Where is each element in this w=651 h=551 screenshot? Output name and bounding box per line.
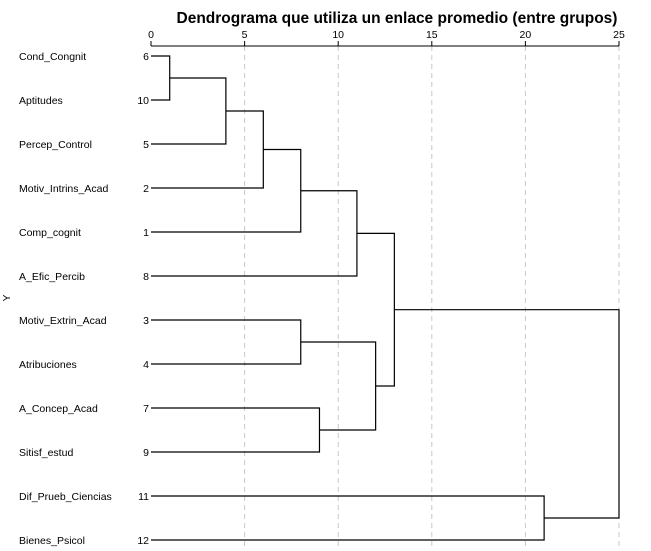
y-axis-label: Y [1, 294, 13, 301]
dendrogram-link-9 [151, 495, 545, 541]
leaf-number: 11 [138, 491, 149, 503]
chart-title: Dendrograma que utiliza un enlace promed… [177, 10, 618, 27]
x-tick-label-25: 25 [613, 29, 625, 41]
leaf-number: 6 [143, 51, 149, 63]
leaf-label: Atribuciones [19, 359, 77, 371]
leaf-number: 10 [137, 95, 149, 107]
dendrogram-link-4 [151, 319, 302, 365]
dendrogram-link-6 [151, 190, 358, 277]
x-tick-label-20: 20 [520, 29, 532, 41]
leaf-label: Cond_Congnit [19, 51, 86, 63]
leaf-label: Percep_Control [19, 139, 92, 151]
leaf-number: 2 [143, 183, 149, 195]
leaf-number: 1 [143, 227, 149, 239]
dendrogram-links [151, 55, 620, 541]
x-tick-label-10: 10 [332, 29, 344, 41]
leaf-label: A_Efic_Percib [19, 271, 85, 283]
leaf-label: Motiv_Intrins_Acad [19, 183, 108, 195]
leaf-label: Bienes_Psicol [19, 535, 85, 547]
dendrogram-link-1 [151, 77, 227, 145]
dendrogram-link-3 [151, 148, 302, 233]
leaf-label: Sitisf_estud [19, 447, 73, 459]
leaf-number: 7 [143, 403, 149, 415]
leaf-number: 5 [143, 139, 149, 151]
leaf-number: 9 [143, 447, 149, 459]
x-tick-label-15: 15 [426, 29, 438, 41]
leaf-label: A_Concep_Acad [19, 403, 98, 415]
leaf-number: 8 [143, 271, 149, 283]
x-tick-label-0: 0 [148, 29, 154, 41]
dendrogram-link-5 [151, 407, 321, 453]
leaf-number: 12 [137, 535, 149, 547]
dendrogram-link-2 [151, 110, 264, 189]
dendrogram-link-10 [394, 309, 620, 519]
dendrogram-link-0 [151, 55, 171, 101]
leaf-label: Motiv_Extrin_Acad [19, 315, 107, 327]
x-tick-label-5: 5 [242, 29, 248, 41]
leaf-label: Dif_Prueb_Ciencias [19, 491, 112, 503]
x-axis: 0 5 10 15 20 25 [148, 29, 625, 47]
leaf-label: Aptitudes [19, 95, 63, 107]
leaf-number: 3 [143, 315, 149, 327]
grid-layer [244, 46, 620, 548]
leaf-labels: Cond_Congnit 6 Aptitudes 10 Percep_Control 5 M… [19, 51, 149, 547]
leaf-label: Comp_cognit [19, 227, 81, 239]
leaf-number: 4 [143, 359, 149, 371]
